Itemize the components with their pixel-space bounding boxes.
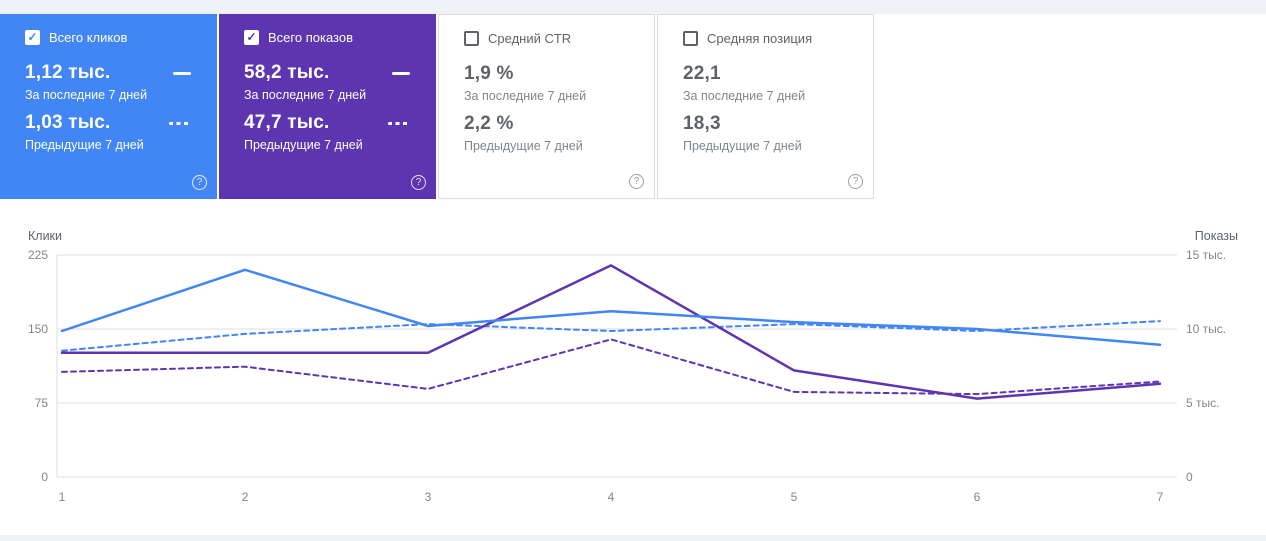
x-tick-label: 4 (608, 490, 615, 504)
metric-card-average-position[interactable]: Средняя позиция 22,1 За последние 7 дней… (657, 14, 874, 199)
bottom-strip (0, 535, 1266, 541)
card-header: Средняя позиция (683, 29, 861, 47)
check-icon: ✓ (246, 30, 257, 44)
metric-cards-row: ✓ Всего кликов 1,12 тыс. За последние 7 … (0, 14, 1266, 199)
series-line-0 (60, 268, 1162, 347)
card-label: Средняя позиция (707, 30, 813, 46)
help-icon[interactable]: ? (411, 175, 426, 190)
left-tick-label: 75 (35, 396, 49, 410)
current-caption: За последние 7 дней (244, 88, 367, 102)
x-tick-label: 1 (59, 490, 66, 504)
right-tick-label: 0 (1186, 470, 1193, 484)
previous-value: 2,2 % (464, 113, 514, 134)
current-caption: За последние 7 дней (25, 88, 148, 102)
checkbox-total-impressions[interactable]: ✓ (244, 29, 259, 45)
x-tick-label: 5 (791, 490, 798, 504)
previous-caption: Предыдущие 7 дней (25, 138, 144, 152)
top-strip (0, 0, 1266, 14)
previous-value: 1,03 тыс. (25, 112, 111, 133)
metric-card-total-impressions[interactable]: ✓ Всего показов 58,2 тыс. За последние 7… (219, 14, 436, 199)
current-caption: За последние 7 дней (464, 89, 587, 103)
x-tick-label: 3 (425, 490, 432, 504)
card-header: ✓ Всего показов (244, 28, 424, 46)
left-tick-label: 225 (28, 248, 48, 262)
previous-value: 47,7 тыс. (244, 112, 330, 133)
card-header: Средний CTR (464, 29, 642, 47)
current-value: 1,9 % (464, 63, 514, 84)
previous-value-row: 18,3 (683, 113, 861, 135)
previous-value-row: 2,2 % (464, 113, 642, 135)
previous-caption: Предыдущие 7 дней (464, 139, 583, 153)
previous-value: 18,3 (683, 113, 721, 134)
card-label: Всего показов (268, 29, 353, 45)
right-tick-label: 15 тыс. (1186, 248, 1226, 262)
current-value: 22,1 (683, 63, 721, 84)
help-icon[interactable]: ? (629, 174, 644, 189)
solid-line-icon (173, 71, 191, 75)
previous-caption: Предыдущие 7 дней (683, 139, 802, 153)
series-line-1 (61, 320, 1161, 352)
current-value: 1,12 тыс. (25, 62, 111, 83)
current-value: 58,2 тыс. (244, 62, 330, 83)
performance-chart[interactable]: 225 15 тыс.150 10 тыс.75 5 тыс.0 01 2 3 4 5 6 7 (0, 243, 1266, 515)
series-line-3 (61, 338, 1161, 396)
help-icon[interactable]: ? (848, 174, 863, 189)
x-tick-label: 2 (242, 490, 249, 504)
card-label: Всего кликов (49, 29, 128, 45)
previous-caption: Предыдущие 7 дней (244, 138, 363, 152)
left-axis-title: Клики (28, 229, 63, 243)
current-value-row: 1,9 % (464, 63, 642, 85)
right-tick-label: 5 тыс. (1186, 396, 1219, 410)
dashed-line-icon (169, 121, 191, 125)
card-header: ✓ Всего кликов (25, 28, 205, 46)
checkbox-total-clicks[interactable]: ✓ (25, 29, 40, 45)
left-tick-label: 150 (28, 322, 48, 336)
left-tick-label: 0 (41, 470, 48, 484)
metric-card-average-ctr[interactable]: Средний CTR 1,9 % За последние 7 дней 2,… (438, 14, 655, 199)
solid-line-icon (392, 71, 410, 75)
checkbox-average-ctr[interactable] (464, 30, 479, 46)
right-tick-label: 10 тыс. (1186, 322, 1226, 336)
dashed-line-icon (388, 121, 410, 125)
metric-card-total-clicks[interactable]: ✓ Всего кликов 1,12 тыс. За последние 7 … (0, 14, 217, 199)
help-icon[interactable]: ? (192, 175, 207, 190)
chart-axis-titles: Клики Показы (0, 199, 1266, 243)
previous-value-row: 1,03 тыс. (25, 112, 205, 134)
current-value-row: 1,12 тыс. (25, 62, 205, 84)
card-label: Средний CTR (488, 30, 572, 46)
x-tick-label: 6 (974, 490, 981, 504)
series-line-2 (60, 264, 1162, 400)
current-value-row: 58,2 тыс. (244, 62, 424, 84)
previous-value-row: 47,7 тыс. (244, 112, 424, 134)
x-tick-label: 7 (1157, 490, 1164, 504)
checkbox-average-position[interactable] (683, 30, 698, 46)
right-axis-title: Показы (1194, 229, 1238, 243)
check-icon: ✓ (27, 30, 38, 44)
current-value-row: 22,1 (683, 63, 861, 85)
current-caption: За последние 7 дней (683, 89, 806, 103)
